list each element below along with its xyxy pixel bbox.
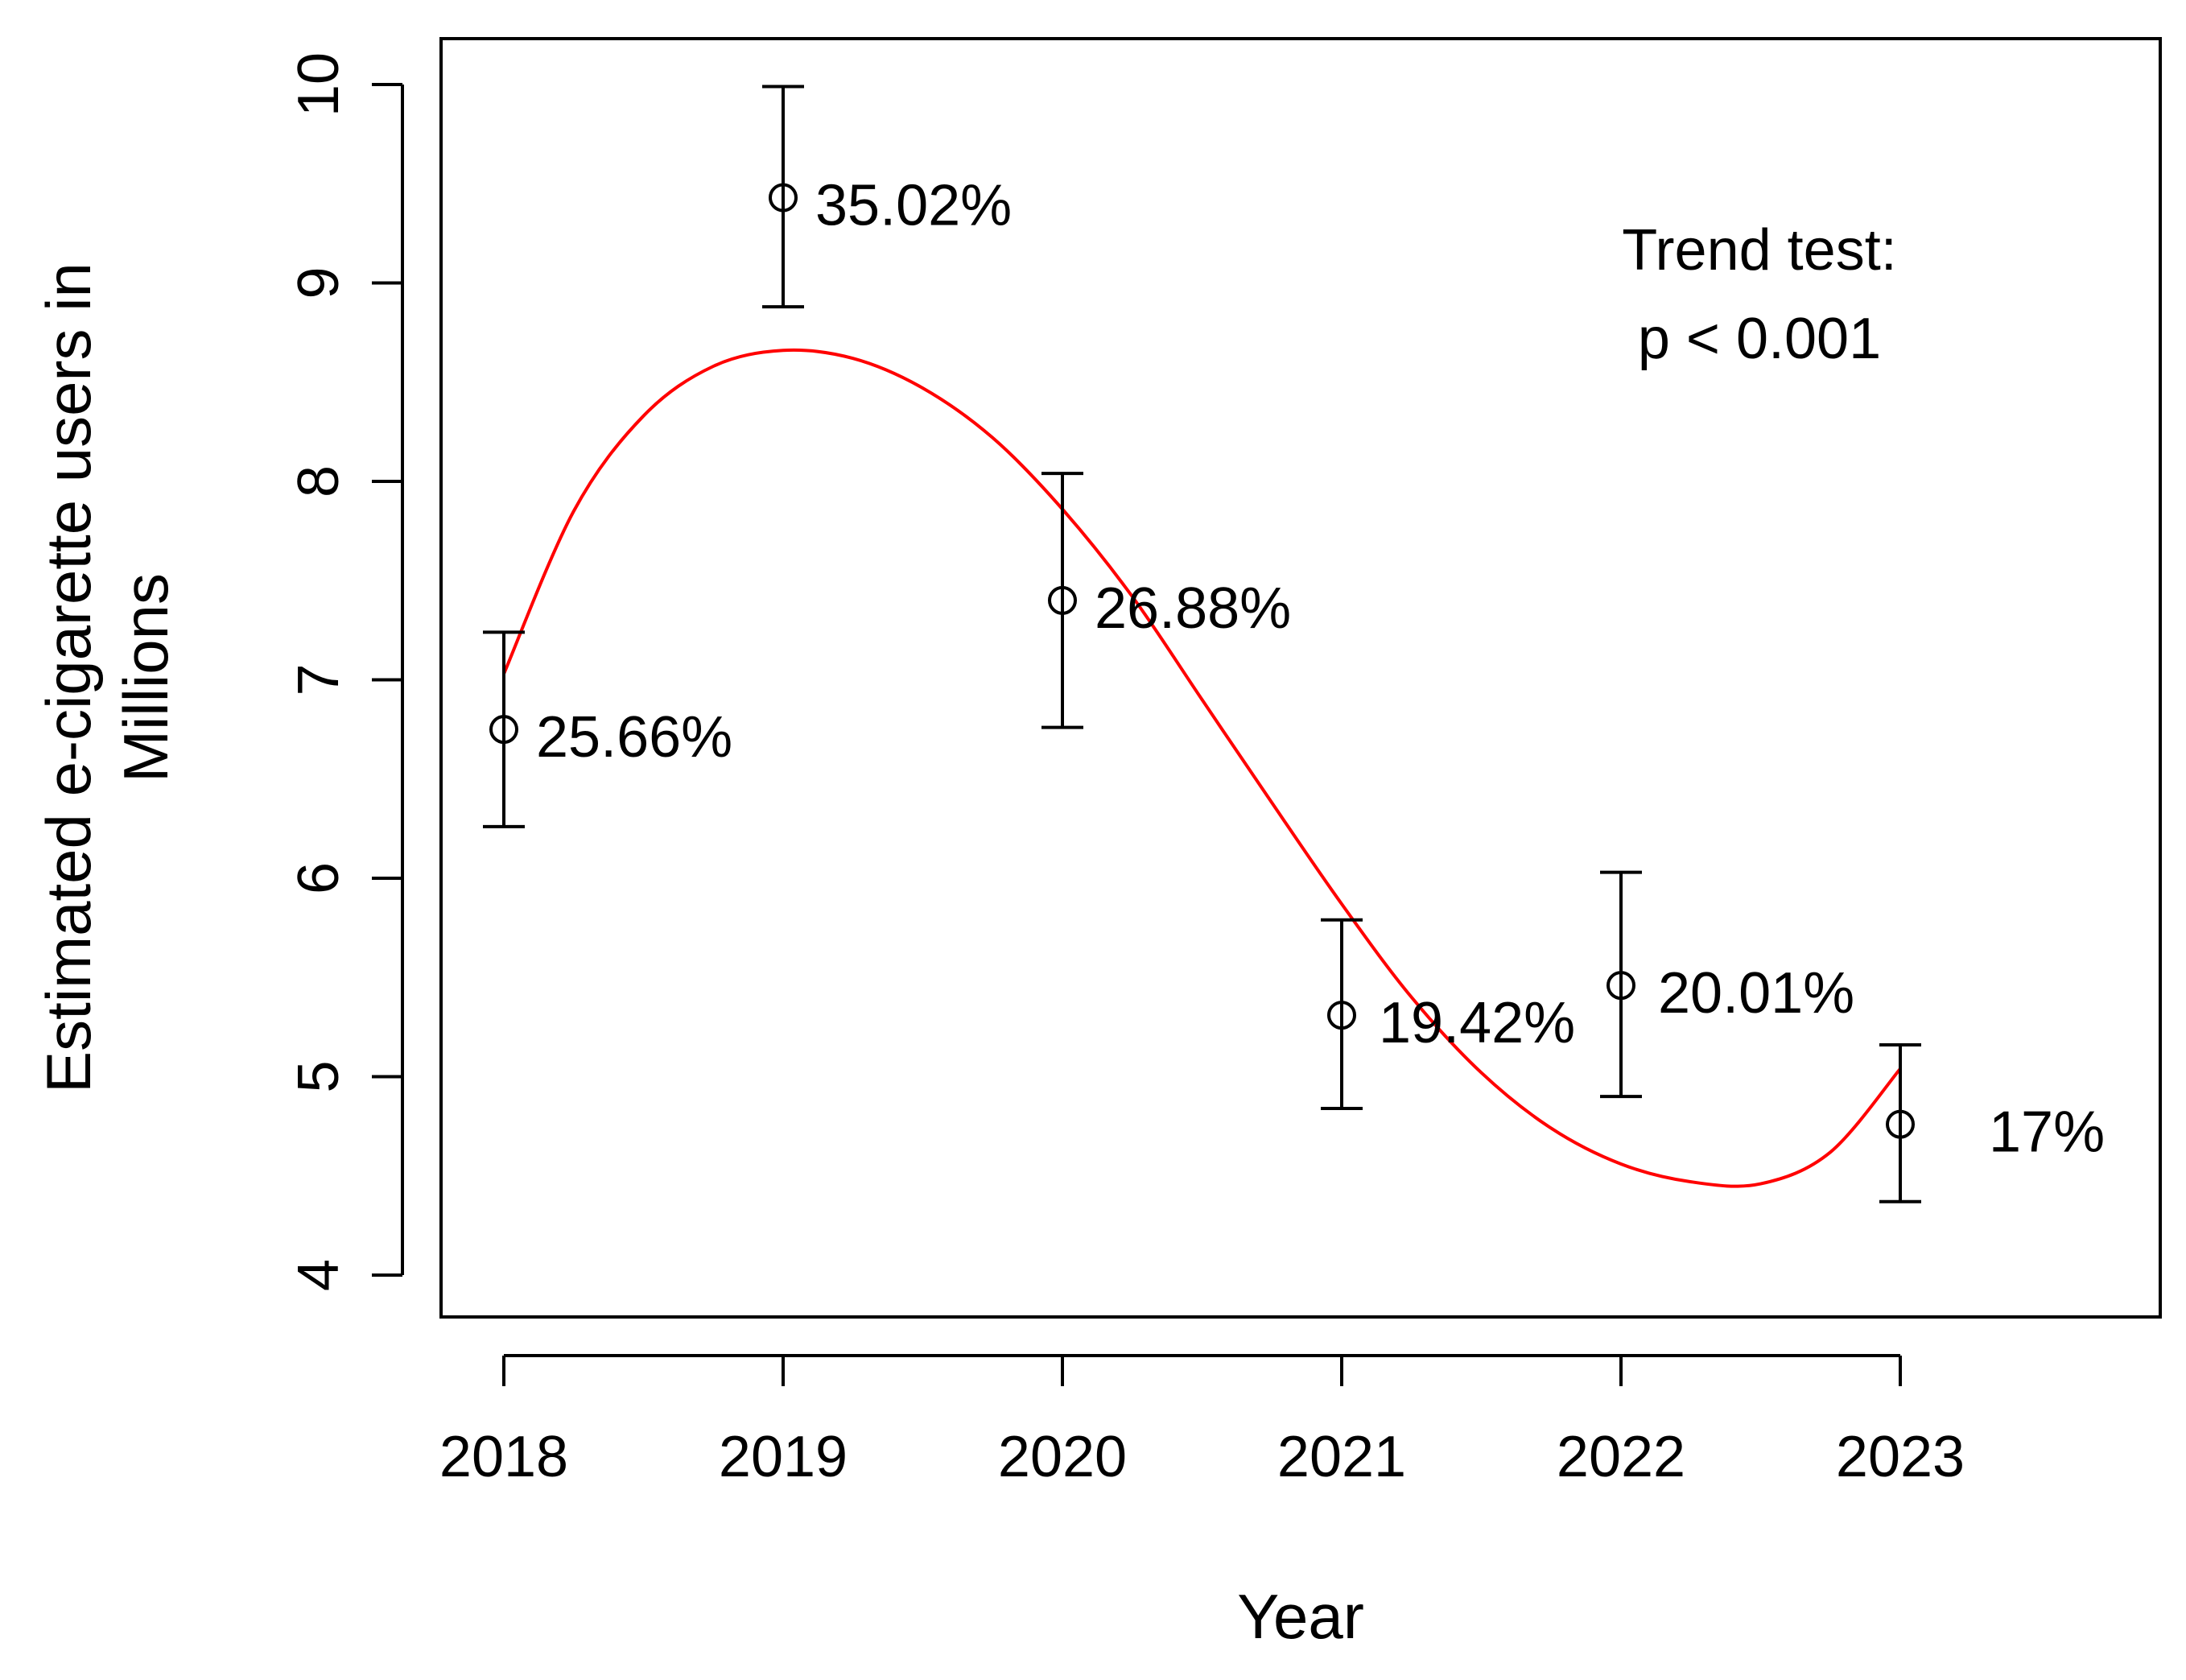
data-point-group: 26.88%: [1041, 472, 1291, 729]
data-point-group: 35.02%: [762, 85, 1012, 309]
annotation-line-1: Trend test:: [1622, 218, 1896, 283]
y-axis-title-line-2: Millions: [110, 573, 181, 782]
x-axis-title: Year: [1237, 1581, 1364, 1652]
data-point-group: 25.66%: [483, 630, 732, 828]
y-axis: 4 5 6 7 8 9 10: [287, 52, 404, 1291]
y-tick-label: 7: [287, 663, 351, 696]
data-point: [489, 715, 518, 745]
y-axis-title: Estimated e-cigarette users in Millions: [33, 262, 181, 1093]
y-tick-label: 8: [287, 465, 351, 497]
annotation-line-2: p < 0.001: [1638, 307, 1881, 371]
data-point: [1607, 971, 1635, 1001]
x-tick-label: 2019: [719, 1425, 848, 1489]
y-tick-label: 6: [287, 862, 351, 894]
data-point: [1048, 585, 1077, 615]
x-axis: 2018 2019 2020 2021 2022 2023: [439, 1354, 1965, 1489]
data-point-group: 17%: [1879, 1043, 2105, 1203]
data-point: [769, 183, 798, 213]
data-label: 26.88%: [1095, 576, 1291, 641]
y-axis-title-line-1: Estimated e-cigarette users in: [33, 262, 104, 1093]
data-point-group: 19.42%: [1321, 918, 1575, 1110]
x-tick-label: 2018: [439, 1425, 568, 1489]
plot-frame: [439, 37, 2162, 1319]
data-label: 20.01%: [1658, 961, 1854, 1026]
data-label: 35.02%: [815, 174, 1012, 238]
data-label: 25.66%: [536, 705, 732, 770]
trend-test-annotation: Trend test: p < 0.001: [1622, 218, 1896, 371]
y-tick-label: 10: [287, 52, 351, 117]
x-tick-label: 2022: [1557, 1425, 1685, 1489]
data-point: [1327, 1001, 1356, 1030]
trend-curve: [502, 348, 1902, 1188]
x-tick-label: 2021: [1277, 1425, 1406, 1489]
x-tick-label: 2023: [1836, 1425, 1965, 1489]
x-tick-label: 2020: [998, 1425, 1127, 1489]
data-label: 17%: [1989, 1100, 2105, 1165]
y-tick-label: 5: [287, 1060, 351, 1092]
data-point-group: 20.01%: [1600, 870, 1854, 1099]
y-tick-label: 9: [287, 266, 351, 299]
y-tick-label: 4: [287, 1259, 351, 1291]
data-point: [1886, 1109, 1915, 1139]
data-label: 19.42%: [1379, 991, 1575, 1055]
data-points: 25.66% 35.02% 26.88% 19.42% 20.01% 17%: [483, 85, 2105, 1203]
